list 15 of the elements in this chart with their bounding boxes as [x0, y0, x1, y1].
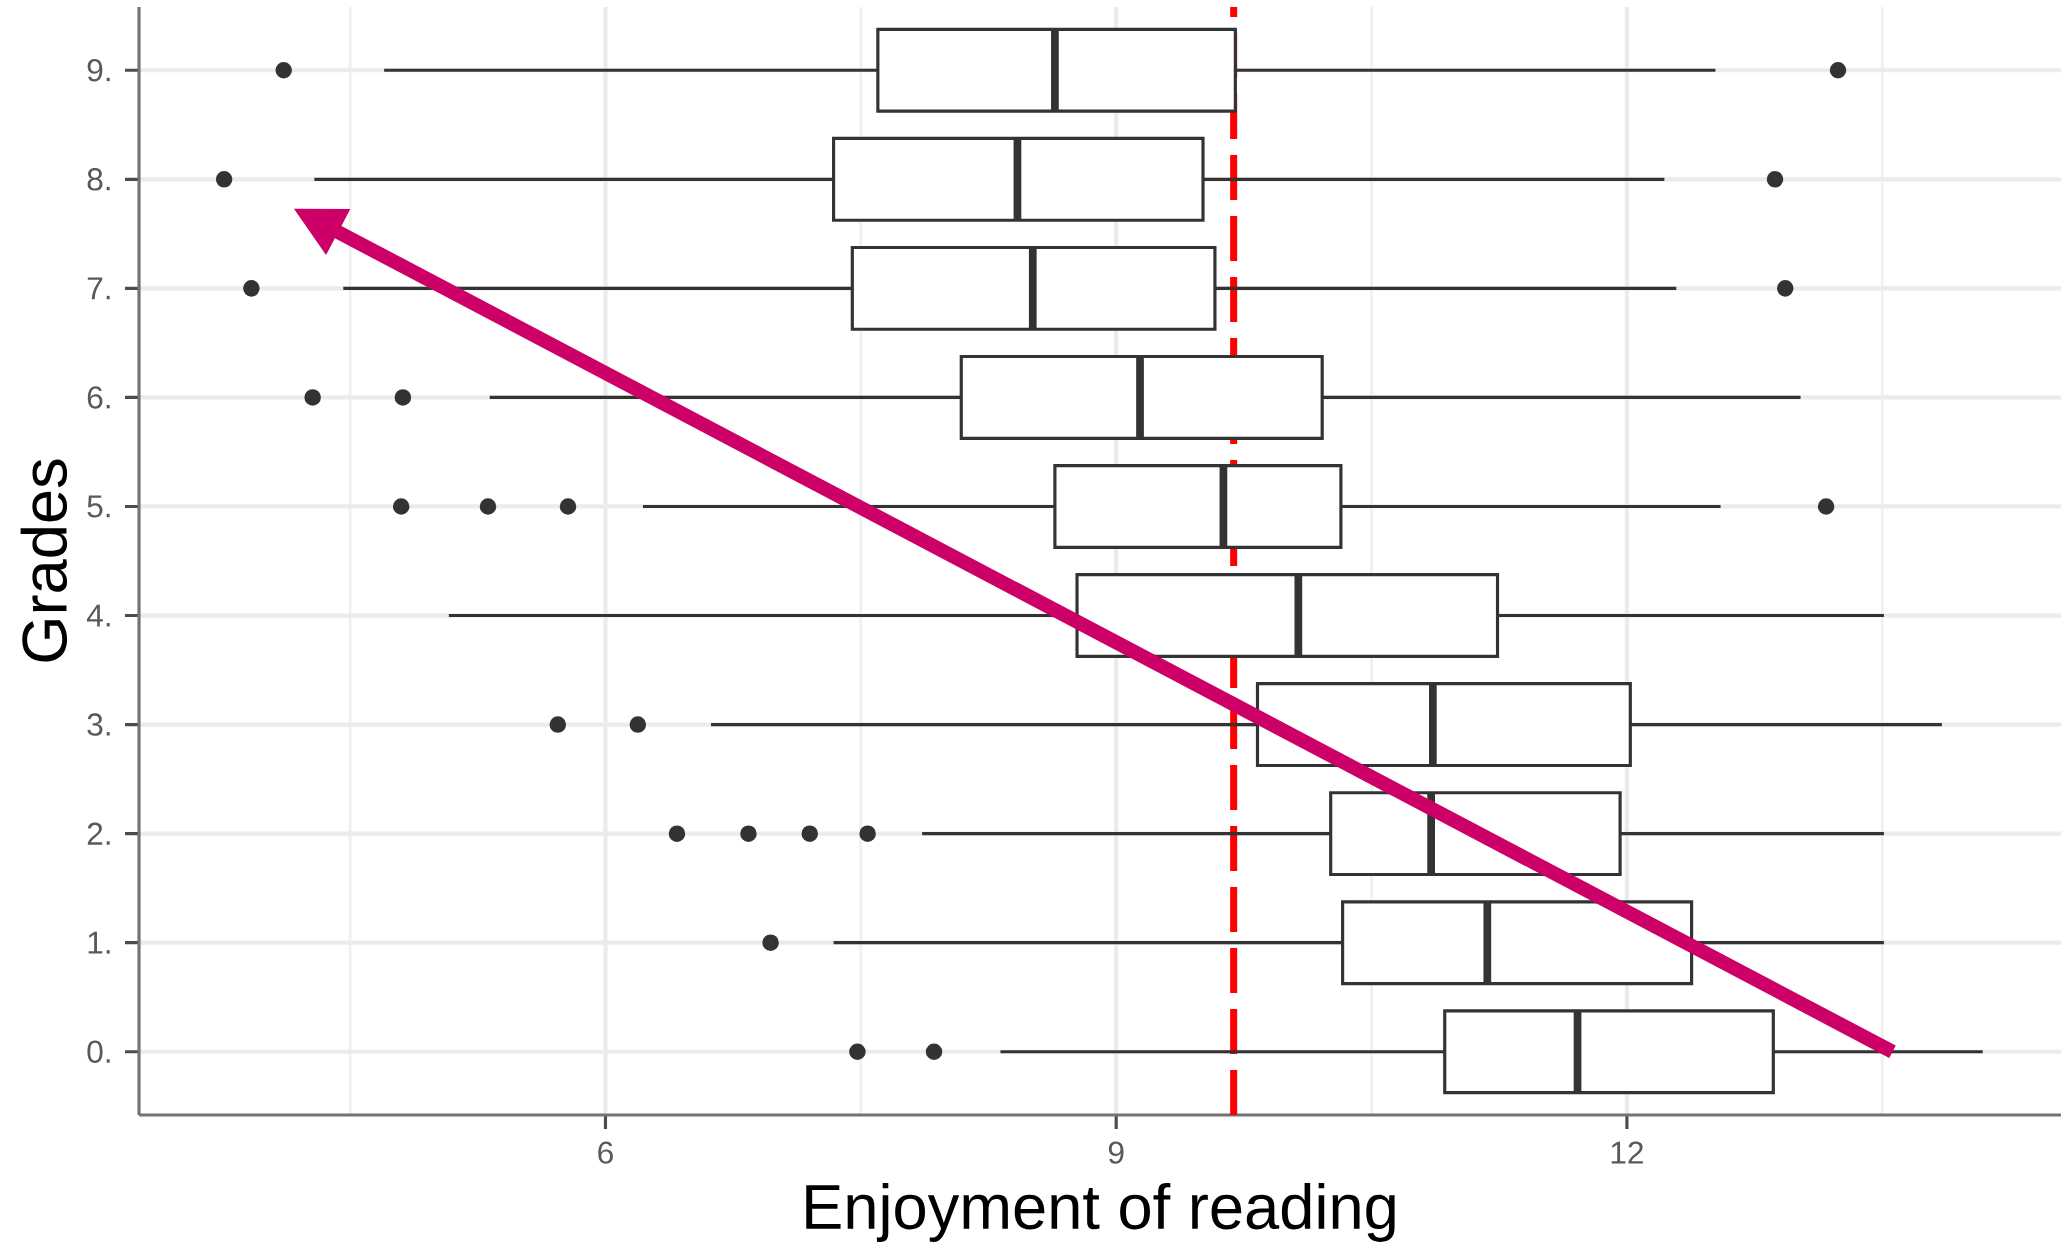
x-tick-label: 12 — [1611, 1141, 1643, 1164]
y-tick-label: 5. — [87, 495, 110, 518]
y-tick-label: 9. — [87, 59, 110, 82]
x-tick-label: 9 — [1108, 1141, 1124, 1164]
y-tick-label: 0. — [87, 1040, 110, 1063]
y-tick-label: 3. — [87, 713, 110, 736]
y-tick-label: 8. — [87, 168, 110, 191]
y-tick-label: 7. — [87, 277, 110, 300]
x-tick-label: 6 — [598, 1141, 613, 1164]
y-tick-label: 2. — [87, 822, 110, 845]
y-axis-title: Grades — [20, 459, 68, 662]
y-tick-label: 1. — [88, 931, 110, 954]
x-axis-title: Enjoyment of reading — [806, 1182, 1395, 1242]
y-tick-label: 4. — [86, 604, 110, 627]
y-tick-label: 6. — [87, 386, 110, 409]
